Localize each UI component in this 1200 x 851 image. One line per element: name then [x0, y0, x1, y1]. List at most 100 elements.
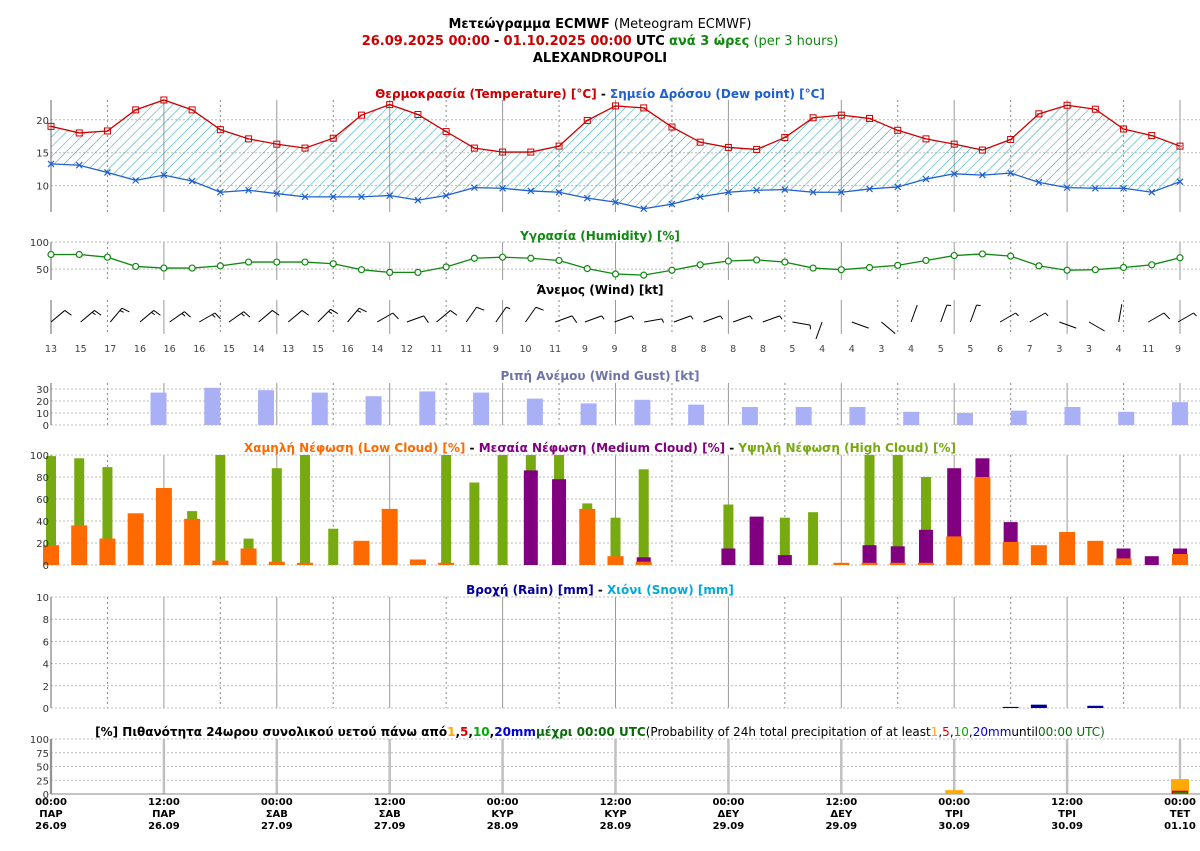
x-tick-day: ΤΡΙ [945, 809, 963, 820]
wind-barb-shaft [287, 310, 303, 323]
temperature-point [922, 135, 930, 143]
x-tick-date: 30.09 [938, 821, 970, 832]
x-tick-day: ΣΑΒ [266, 809, 288, 820]
x-tick-time: 12:00 [374, 797, 406, 808]
wind-barb-shaft [644, 318, 662, 323]
period-utc: UTC [635, 34, 665, 49]
x-tick-date: 26.09 [35, 821, 67, 832]
dewpoint-point [894, 183, 902, 191]
wind-barb-half-flag [1044, 312, 1049, 317]
dewpoint-point [837, 188, 845, 196]
low-cloud-bar [409, 559, 426, 565]
low-cloud-bar [635, 561, 652, 565]
wind-speed-label: 11 [549, 344, 561, 355]
wind-speed-label: 7 [1027, 344, 1033, 355]
low-cloud-bar [833, 562, 850, 565]
x-tick-date: 29.09 [825, 821, 857, 832]
wind-barb-half-flag [779, 315, 783, 320]
temperature-point [1176, 142, 1184, 150]
temperature-panel-title: Θερμοκρασία (Temperature) [°C] - Σημείο … [375, 87, 825, 101]
title-greek: Μετεώγραμμα ECMWF [448, 17, 610, 32]
wind-barb-half-flag [328, 310, 333, 314]
temperature-point [753, 145, 761, 153]
y-tick-label: 4 [43, 660, 49, 671]
wind-speed-label: 5 [789, 344, 795, 355]
wind-speed-label: 11 [460, 344, 472, 355]
wind-barb-flag [121, 307, 130, 313]
wind-speed-label: 8 [700, 344, 706, 355]
dewpoint-point [866, 185, 873, 193]
humidity-point [499, 253, 507, 261]
dewpoint-point [414, 196, 422, 204]
probability-panel-title-part-15: , [969, 725, 973, 739]
low-cloud-bar [268, 561, 285, 565]
x-tick-time: 00:00 [938, 797, 970, 808]
probability-panel-title-part-2: , [455, 725, 460, 739]
temperature-point [103, 127, 111, 135]
wind-barb-half-flag [240, 313, 245, 317]
y-tick-label: 100 [30, 238, 49, 249]
humidity-point [188, 264, 196, 272]
dewpoint-point [555, 188, 563, 196]
y-tick-label: 100 [30, 451, 49, 462]
rain-bar [1030, 704, 1047, 708]
humidity-point [329, 260, 337, 268]
temperature-point [724, 143, 732, 151]
wind-barb-shaft [258, 310, 273, 323]
low-cloud-bar [946, 536, 963, 565]
temperature-point [1148, 132, 1156, 140]
wind-barb-flag [1163, 312, 1171, 320]
x-tick-day: ΔΕΥ [717, 809, 740, 820]
dewpoint-point [527, 187, 535, 195]
temperature-point [470, 144, 478, 152]
temperature-point [668, 123, 676, 131]
low-cloud-bar [184, 518, 201, 565]
humidity-point [103, 253, 112, 261]
wind-barb-flag [243, 311, 251, 318]
low-cloud-bar [353, 540, 370, 565]
wind-barb-half-flag [1193, 312, 1197, 317]
y-tick-label: 25 [36, 776, 49, 787]
low-cloud-bar [240, 548, 257, 565]
dewpoint-point [696, 193, 704, 201]
humidity-point [555, 256, 563, 265]
x-tick-time: 12:00 [148, 797, 180, 808]
y-tick-label: 0 [43, 704, 49, 715]
humidity-point [950, 251, 958, 260]
precipitation-panel-title: Βροχή (Rain) [mm] - Χιόνι (Snow) [mm] [466, 583, 734, 597]
gust-bar [258, 390, 275, 425]
y-tick-label: 75 [36, 749, 49, 760]
humidity-panel-title-part-0: Υγρασία (Humidity) [%] [519, 229, 680, 243]
temperature-point [188, 106, 196, 114]
gust-bar [1118, 411, 1135, 425]
low-cloud-bar [917, 562, 934, 565]
dewpoint-point [1176, 178, 1184, 186]
wind-speed-label: 16 [342, 344, 354, 355]
wind-barb-flag [571, 315, 578, 323]
wind-barb-shaft [317, 308, 332, 323]
y-tick-label: 30 [36, 385, 49, 396]
wind-barb-shaft [762, 315, 780, 323]
gust-bar [204, 387, 221, 425]
wind-panel-title-part-0: Άνεμος (Wind) [kt] [536, 283, 663, 297]
wind-speed-label: 16 [193, 344, 205, 355]
x-tick-date: 01.10 [1164, 821, 1196, 832]
wind-speed-label: 8 [760, 344, 766, 355]
humidity-point [527, 254, 535, 262]
temperature-point [386, 101, 394, 109]
high-cloud-bar [215, 455, 226, 565]
probability-bar [1171, 779, 1189, 794]
humidity-point [442, 263, 450, 271]
high-cloud-bar [920, 477, 931, 565]
gust-bar [741, 407, 758, 425]
temperature-point [978, 146, 986, 154]
humidity-point [75, 250, 83, 259]
wind-barb-shaft [815, 321, 823, 340]
dewpoint-point [216, 188, 224, 196]
high-cloud-bar [441, 455, 452, 565]
wind-barb-half-flag [91, 311, 96, 316]
temperature-point [132, 106, 140, 114]
humidity-point [978, 250, 987, 258]
humidity-point [132, 262, 140, 271]
x-tick-day: ΠΑΡ [39, 809, 62, 820]
